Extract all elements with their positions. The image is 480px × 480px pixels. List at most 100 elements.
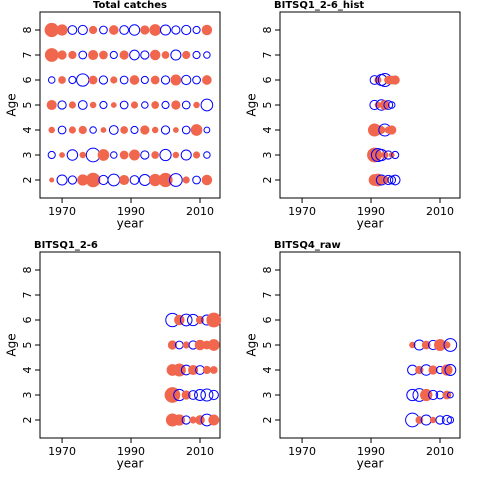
y-tick-label: 4 [261,367,274,374]
y-axis-label: Age [245,93,259,116]
residual-bubble [119,150,129,160]
residual-bubble [182,176,190,184]
residual-bubble [188,364,199,376]
y-tick-label: 4 [21,127,34,134]
residual-bubble [78,50,88,60]
residual-bubble [77,100,88,110]
x-tick-label: 1970 [48,205,76,218]
residual-bubble [161,100,170,110]
y-tick-label: 5 [21,342,34,349]
residual-bubble [174,314,185,326]
residual-bubble [446,416,455,424]
x-axis-label: year [117,217,144,231]
residual-bubble [48,126,55,134]
residual-bubble [181,74,192,86]
residual-bubble [130,101,139,109]
x-axis-label: year [117,457,144,471]
x-tick-label: 2010 [426,205,454,218]
residual-bubble [192,151,201,159]
residual-bubble [88,25,98,35]
residual-bubble [371,173,385,187]
residual-bubble [119,174,130,186]
residual-bubble [110,102,117,108]
residual-bubble [129,175,140,185]
residual-bubble [383,100,394,110]
residual-bubble [149,24,161,36]
residual-bubble [160,75,171,85]
y-tick-label: 7 [261,292,274,299]
residual-bubble [58,76,66,84]
y-tick-label: 5 [261,102,274,109]
residual-bubble [99,25,108,35]
residual-bubble [68,126,76,134]
y-tick-label: 3 [21,152,34,159]
residual-bubble [56,174,68,186]
residual-bubble [149,173,162,187]
x-tick-label: 1990 [357,205,385,218]
residual-bubble [99,50,108,60]
y-tick-label: 8 [21,267,34,274]
residual-bubble [203,151,211,159]
residual-bubble [203,51,211,59]
plot-frame [279,251,461,439]
y-tick-label: 2 [261,417,274,424]
y-tick-label: 5 [21,102,34,109]
x-axis-label: year [357,217,384,231]
residual-bubble [77,174,89,186]
residual-bubble [379,99,390,111]
residual-bubble [194,389,206,401]
residual-bubble [57,50,67,60]
residual-bubble [85,172,101,188]
residual-bubble [202,75,212,85]
residual-bubble [160,125,171,135]
y-tick-label: 6 [21,77,34,84]
y-tick-label: 3 [261,392,274,399]
residual-bubble [44,22,59,38]
residual-bubble [59,152,65,158]
residual-bubble [47,150,56,160]
residual-bubble [68,50,77,60]
residual-bubble [89,101,97,109]
residual-bubble [435,415,445,425]
y-tick-label: 6 [261,317,274,324]
residual-bubble [421,340,431,350]
residual-bubble [181,24,192,36]
y-tick-label: 7 [21,292,34,299]
residual-bubble [182,341,190,349]
residual-bubble [167,340,178,350]
residual-bubble [108,25,119,35]
residual-bubble [441,364,453,376]
residual-bubble [428,365,438,375]
residual-bubble [367,147,382,163]
residual-bubble [446,391,454,399]
y-tick-label: 7 [21,52,34,59]
residual-bubble [190,124,203,136]
y-tick-label: 7 [261,52,274,59]
residual-bubble [192,75,201,85]
x-tick-label: 2010 [186,205,214,218]
residual-bubble [182,50,191,60]
residual-bubble [172,151,180,159]
residual-bubble [89,126,97,134]
residual-bubble [206,312,222,328]
residual-bubble [201,174,213,186]
residual-bubble [119,75,129,85]
residual-bubble [44,48,59,62]
residual-bubble [107,173,121,187]
residual-bubble [67,25,78,35]
residual-bubble [140,50,150,60]
x-tick-label: 1990 [357,445,385,458]
residual-bubble [129,49,140,61]
residual-bubble [207,339,220,351]
residual-bubble [194,339,206,351]
y-tick-label: 4 [261,127,274,134]
residual-bubble [140,75,149,85]
residual-bubble [208,414,220,426]
y-tick-label: 6 [21,317,34,324]
residual-bubble [66,149,79,161]
residual-bubble [78,125,87,135]
residual-bubble [443,341,451,349]
panel-title: BITSQ1_2-6 [34,240,98,251]
residual-bubble [99,100,108,110]
